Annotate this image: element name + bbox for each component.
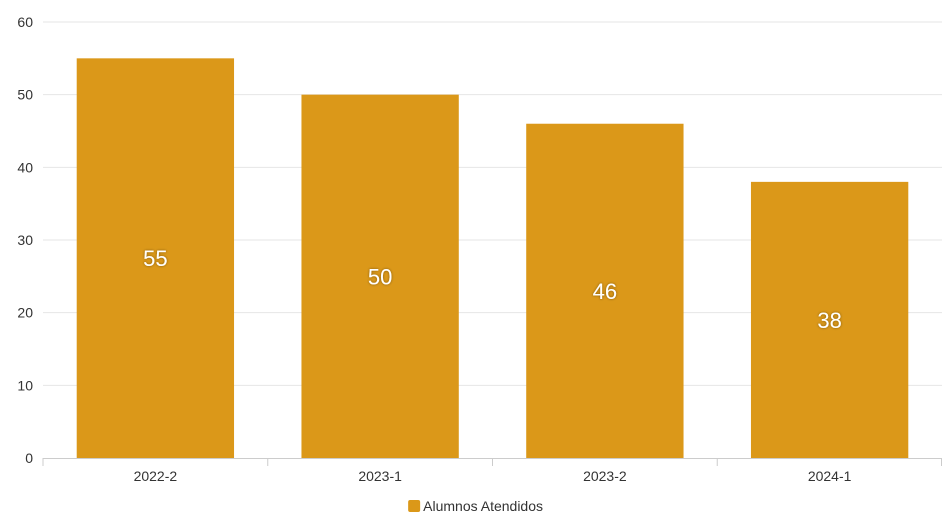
bar[interactable]: [301, 94, 459, 459]
legend-label[interactable]: Alumnos Atendidos: [423, 498, 543, 514]
y-tick-label: 40: [17, 159, 33, 175]
y-tick-label: 20: [17, 305, 33, 321]
x-axis: [42, 458, 942, 466]
y-tick-label: 10: [17, 377, 33, 393]
x-tick-label: 2023-2: [583, 468, 627, 484]
x-tick-label: 2023-1: [358, 468, 402, 484]
x-axis-tick-labels: 2022-2 2023-1 2023-2 2024-1: [134, 468, 852, 484]
y-axis-tick-labels: 0 10 20 30 40 50 60: [17, 14, 33, 466]
legend[interactable]: Alumnos Atendidos: [408, 498, 543, 514]
bar[interactable]: [76, 58, 235, 458]
y-tick-label: 0: [25, 450, 33, 466]
x-tick-label: 2024-1: [808, 468, 852, 484]
bars: 55 50 46 38: [76, 58, 909, 459]
legend-swatch: [408, 500, 421, 512]
bar-value-label: 46: [593, 279, 617, 304]
x-tick-label: 2022-2: [134, 468, 178, 484]
bar[interactable]: [750, 181, 909, 458]
bar-value-label: 38: [817, 308, 841, 333]
y-tick-label: 30: [17, 232, 33, 248]
bar-value-label: 55: [143, 246, 167, 271]
bar[interactable]: [526, 123, 684, 458]
y-tick-label: 60: [17, 14, 33, 30]
y-tick-label: 50: [17, 87, 33, 103]
bar-value-label: 50: [368, 264, 392, 289]
